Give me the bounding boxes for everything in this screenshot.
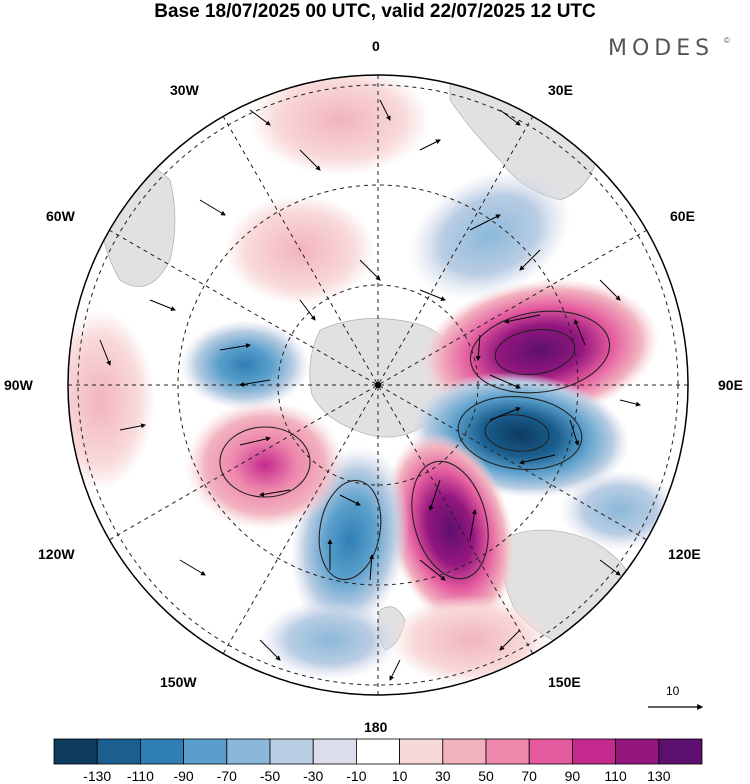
colorbar-swatch (658, 738, 703, 765)
map-title: Base 18/07/2025 00 UTC, valid 22/07/2025… (154, 1, 596, 22)
map-boundary (67, 74, 689, 696)
colorbar-swatch (183, 738, 228, 765)
colorbar-tick-label: -110 (126, 768, 154, 784)
lon-label-120w: 120W (38, 546, 75, 562)
copyright-mark: © (724, 36, 730, 45)
lon-label-0: 0 (372, 38, 380, 54)
lon-label-30w: 30W (170, 82, 199, 98)
colorbar (53, 738, 703, 765)
lon-label-90e: 90E (718, 377, 743, 393)
colorbar-swatch (269, 738, 314, 765)
colorbar-swatch (139, 738, 184, 765)
reference-vector-label: 10 (666, 684, 680, 698)
anomaly-positive-north (250, 75, 430, 175)
colorbar-swatch (399, 738, 444, 765)
colorbar-tick-label: 110 (604, 768, 627, 784)
colorbar-tick-label: 130 (647, 768, 671, 784)
colorbar-tick-label: -130 (83, 768, 112, 784)
brand-logo: MODES (608, 36, 715, 61)
colorbar-swatch (528, 738, 573, 765)
anomaly-negative-north (408, 169, 572, 301)
anomaly-positive-southwest (185, 400, 345, 530)
contour-lines (219, 310, 611, 581)
wind-vectors (99, 99, 641, 681)
colorbar-swatch (572, 738, 617, 765)
colorbar-swatch (442, 738, 487, 765)
colorbar-swatch (355, 738, 400, 765)
colorbar-swatch (226, 738, 271, 765)
lon-label-60w: 60W (46, 208, 75, 224)
lon-label-30e: 30E (548, 82, 573, 98)
anomaly-negative-farsoutheast (560, 470, 680, 550)
lon-label-90w: 90W (4, 377, 33, 393)
lon-label-150e: 150E (548, 674, 581, 690)
lon-label-120e: 120E (668, 546, 701, 562)
colorbar-tick-label: 70 (521, 768, 537, 784)
colorbar-tick-label: -50 (259, 768, 281, 784)
lon-label-60e: 60E (670, 208, 695, 224)
colorbar-swatch (615, 738, 660, 765)
anomaly-field (68, 75, 680, 685)
anomaly-positive-farsouth (390, 595, 550, 685)
colorbar-tick-label: 90 (564, 768, 581, 784)
colorbar-swatch (96, 738, 141, 765)
colorbar-tick-label: 30 (435, 768, 451, 784)
south-pole-dot (375, 382, 381, 388)
colorbar-tick-label: -10 (346, 768, 367, 784)
anomaly-positive-southeast (384, 432, 516, 628)
lon-label-180: 180 (364, 719, 388, 735)
colorbar-swatch (312, 738, 357, 765)
colorbar-swatch (485, 738, 530, 765)
colorbar-swatch (53, 738, 98, 765)
anomaly-negative-west (180, 320, 310, 410)
lon-label-150w: 150W (160, 674, 197, 690)
colorbar-tick-label: 10 (391, 768, 408, 784)
colorbar-tick-label: -30 (303, 768, 324, 784)
anomaly-negative-farsouth (260, 600, 400, 680)
colorbar-tick-label: 50 (478, 768, 494, 784)
colorbar-tick-label: -70 (216, 768, 237, 784)
anomaly-positive-farwest (68, 310, 155, 490)
graticule (68, 75, 688, 695)
colorbar-tick-label: -90 (173, 768, 194, 784)
